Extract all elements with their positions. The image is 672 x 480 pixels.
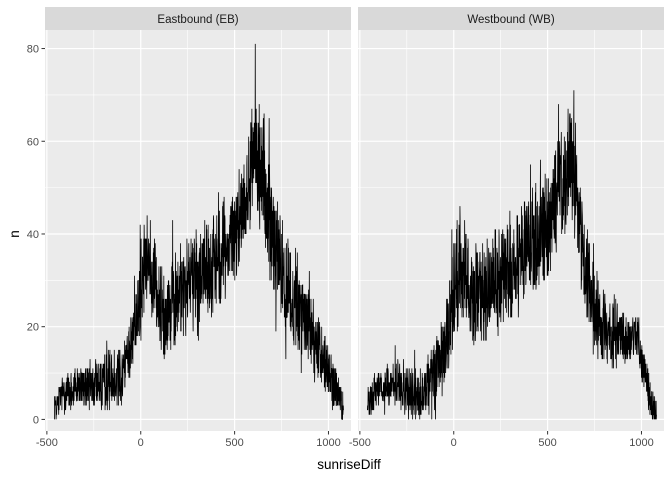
x-tick-label: -500 bbox=[349, 437, 371, 449]
facet-panel: Eastbound (EB) -500 0 500 1000 bbox=[36, 7, 351, 449]
facet-strip-label: Eastbound (EB) bbox=[157, 14, 238, 26]
data-series-line bbox=[366, 90, 657, 420]
y-tick-label: 0 bbox=[33, 414, 39, 426]
y-axis: 0 20 40 60 80 bbox=[27, 44, 45, 426]
x-tick-label: 500 bbox=[538, 437, 556, 449]
data-series-line bbox=[53, 43, 344, 420]
x-tick-label: 0 bbox=[451, 437, 457, 449]
x-axis-title: sunriseDiff bbox=[317, 457, 381, 472]
x-tick-label: 1000 bbox=[629, 437, 653, 449]
x-tick-label: 500 bbox=[225, 437, 243, 449]
y-tick-label: 20 bbox=[27, 322, 39, 334]
x-tick-label: 0 bbox=[138, 437, 144, 449]
x-tick-label: -500 bbox=[36, 437, 58, 449]
facet-strip bbox=[358, 7, 664, 30]
facet-panel: Westbound (WB) -500 0 500 1000 bbox=[349, 7, 664, 449]
y-tick-label: 80 bbox=[27, 44, 39, 56]
facet-strip-label: Westbound (WB) bbox=[467, 14, 555, 26]
facet-strip bbox=[45, 7, 351, 30]
y-axis-title: n bbox=[7, 230, 22, 238]
y-tick-label: 60 bbox=[27, 136, 39, 148]
x-tick-label: 1000 bbox=[316, 437, 340, 449]
y-tick-label: 40 bbox=[27, 229, 39, 241]
panel-background bbox=[45, 30, 351, 431]
panel-background bbox=[358, 30, 664, 431]
